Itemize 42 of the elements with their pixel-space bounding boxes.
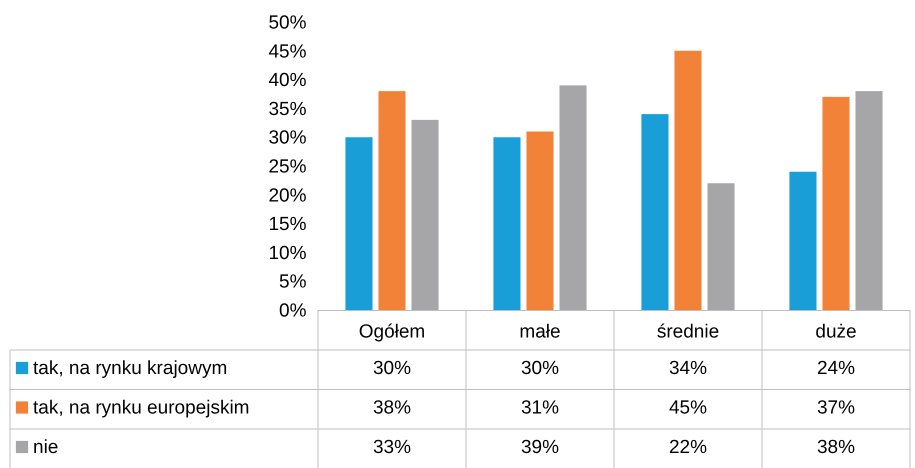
y-tick-label: 10% [268, 242, 307, 264]
legend-label: nie [33, 437, 58, 458]
data-label: 39% [520, 437, 560, 458]
data-label: 37% [816, 398, 856, 418]
bar [559, 85, 587, 310]
x-tick-label: Ogółem [358, 322, 426, 342]
bar [789, 172, 817, 310]
y-tick-label: 0% [279, 300, 307, 322]
y-tick-label: 5% [279, 272, 307, 293]
bar [411, 120, 439, 310]
bar [641, 114, 669, 310]
bar [822, 96, 850, 310]
y-tick-label: 50% [268, 12, 307, 34]
y-tick-label: 45% [268, 41, 307, 62]
legend-label: tak, na rynku europejskim [33, 398, 250, 418]
y-tick-label: 30% [268, 128, 307, 149]
data-label: 45% [668, 398, 708, 418]
data-label: 38% [816, 437, 856, 458]
bar [493, 137, 521, 310]
x-tick-label: średnie [656, 322, 720, 342]
x-tick-label: małe [519, 322, 561, 342]
data-label: 22% [668, 437, 708, 458]
data-label: 30% [520, 358, 560, 379]
bar [674, 50, 702, 310]
data-label: 33% [372, 437, 412, 458]
y-tick-label: 20% [268, 185, 307, 206]
legend-label: tak, na rynku krajowym [33, 358, 228, 379]
y-tick-label: 25% [268, 156, 307, 178]
bar [855, 91, 883, 310]
bar [345, 137, 373, 310]
data-label: 38% [372, 398, 412, 418]
data-label: 30% [372, 358, 412, 379]
bar [526, 131, 554, 310]
x-tick-label: duże [815, 322, 857, 342]
bar [707, 183, 735, 310]
y-tick-label: 35% [268, 98, 307, 120]
y-tick-label: 40% [268, 70, 307, 92]
bar [378, 91, 406, 310]
y-tick-label: 15% [268, 214, 307, 236]
data-label: 34% [668, 358, 708, 379]
data-label: 31% [520, 398, 560, 418]
data-label: 24% [816, 358, 856, 379]
